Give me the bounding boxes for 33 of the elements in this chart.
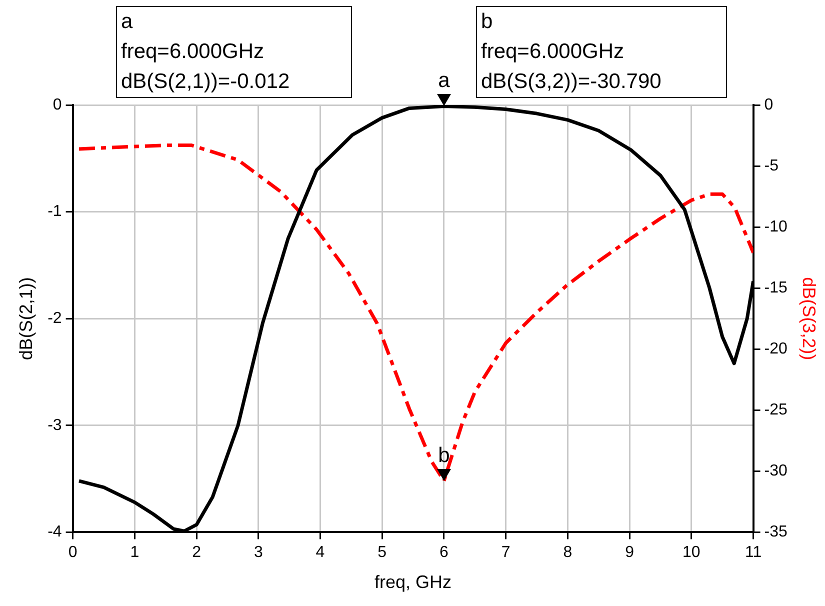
x-tick-label: 9 (625, 544, 634, 562)
x-tick-label: 7 (501, 544, 510, 562)
text: a (437, 69, 451, 94)
y2-tick-label: -30 (764, 462, 788, 480)
y2-tick-label: -25 (764, 402, 788, 419)
text: b freq=6.000GHz dB(S(3,2))=-30.790 (476, 6, 727, 98)
y-tick-label: -2 (48, 310, 62, 328)
y-axis-title: dB(S(2,1)) (16, 277, 36, 360)
text: a freq=6.000GHz dB(S(2,1))=-0.012 (116, 6, 352, 98)
y2-tick-label: -35 (764, 524, 788, 541)
y-tick-label: 0 (52, 96, 62, 114)
y-tick-label: -3 (48, 416, 62, 434)
annotation: b (437, 444, 451, 468)
x-tick-label: 8 (563, 544, 572, 562)
x-tick-label: 11 (744, 544, 762, 562)
line-series (77, 144, 754, 483)
x-tick-label: 6 (440, 544, 449, 562)
y2-tick-label: -20 (764, 340, 788, 358)
x-tick-label: 3 (254, 544, 263, 562)
y-tick-label: -4 (48, 524, 62, 541)
y2-tick-label: -15 (764, 279, 788, 296)
x-tick-label: 1 (130, 544, 140, 562)
y2-axis-title: dB(S(3,2)) (799, 277, 820, 360)
y2-tick-label: -5 (764, 157, 779, 174)
y-tick-label: -1 (48, 203, 62, 220)
x-axis-title: freq, GHz (374, 572, 452, 592)
x-tick-label: 4 (316, 544, 325, 562)
y2-tick-label: 0 (764, 96, 774, 114)
x-tick-label: 5 (378, 544, 387, 562)
x-tick-label: 10 (682, 544, 700, 562)
y2-tick-label: -10 (764, 218, 788, 236)
x-tick-label: 0 (68, 544, 78, 562)
x-tick-label: 2 (192, 544, 202, 562)
